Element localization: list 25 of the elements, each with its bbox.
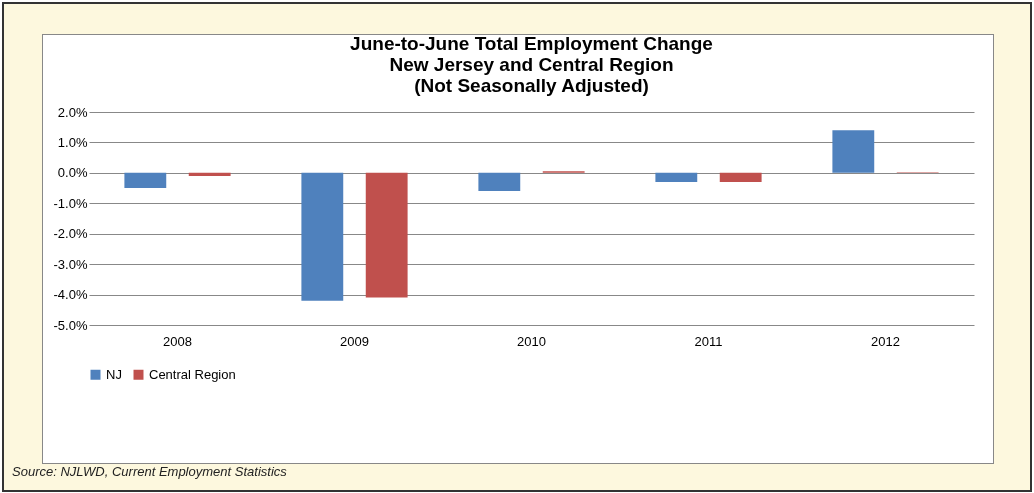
bar: [832, 130, 875, 173]
x-tick-label: 2008: [163, 333, 192, 349]
y-tick-label: 0.0%: [57, 165, 88, 181]
bar: [655, 172, 698, 182]
y-tick-label: -5.0%: [53, 317, 88, 333]
y-tick-label: -2.0%: [53, 226, 88, 242]
source-note: Source: NJLWD, Current Employment Statistics: [12, 464, 287, 479]
bar: [365, 172, 408, 298]
x-tick-label: 2012: [871, 333, 900, 349]
legend-label: Central Region: [149, 366, 236, 382]
legend-label: NJ: [106, 366, 122, 382]
y-tick-label: 1.0%: [57, 134, 88, 150]
x-tick-label: 2010: [517, 333, 546, 349]
bar: [719, 172, 762, 182]
bar: [301, 172, 344, 301]
y-tick-label: -1.0%: [53, 195, 88, 211]
y-tick-label: 2.0%: [57, 104, 88, 120]
x-tick-label: 2011: [694, 333, 723, 349]
y-tick-label: -3.0%: [53, 256, 88, 272]
bar: [188, 172, 231, 176]
x-tick-label: 2009: [340, 333, 369, 349]
chart-title: June-to-June Total Employment Change New Jersey and Central Region (Not Seasonally Adjusted): [350, 33, 713, 96]
bar: [124, 172, 167, 189]
bar: [478, 172, 521, 192]
y-tick-label: -4.0%: [53, 287, 88, 303]
